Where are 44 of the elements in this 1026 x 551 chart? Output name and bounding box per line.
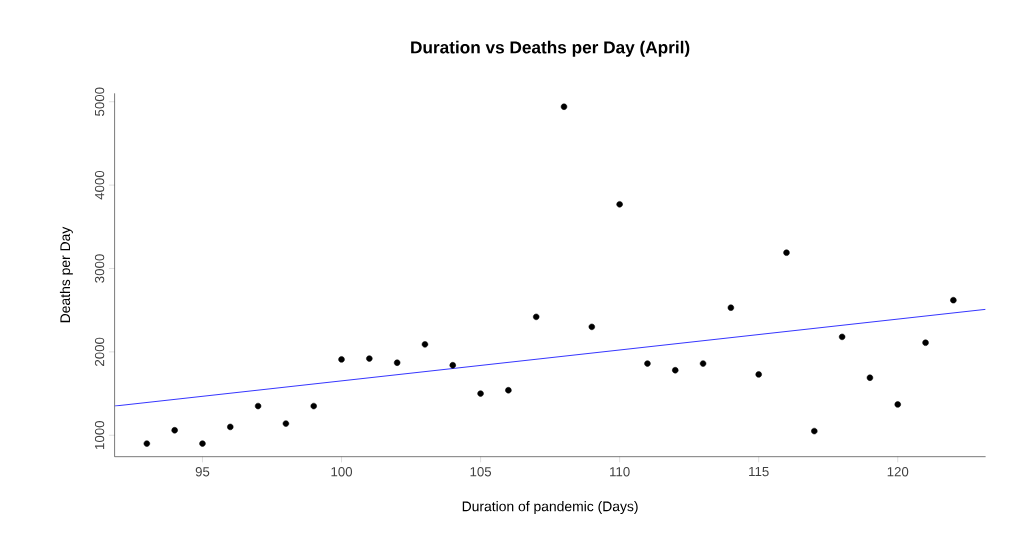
point — [227, 423, 234, 431]
x-tick-label: 120 — [887, 467, 909, 477]
point — [143, 440, 151, 447]
x-tick-label: 110 — [610, 467, 630, 477]
point — [783, 249, 790, 256]
y-tick-label: 2000 — [94, 337, 105, 366]
point — [727, 304, 735, 311]
y-tick-label: 4000 — [94, 170, 105, 200]
x-axis-title: Duration of pandemic (Days) — [462, 501, 638, 515]
point — [894, 401, 901, 408]
x-tick-label: 100 — [331, 467, 353, 477]
point — [699, 360, 707, 367]
point — [672, 367, 679, 374]
point — [199, 440, 206, 447]
point — [338, 356, 345, 363]
point — [366, 355, 373, 362]
point — [533, 313, 540, 321]
point — [393, 359, 401, 366]
point — [755, 371, 762, 378]
point — [449, 362, 456, 369]
point — [171, 427, 178, 434]
point — [505, 387, 512, 394]
y-tick-label: 1000 — [94, 421, 105, 449]
point — [477, 390, 484, 397]
point — [560, 103, 568, 110]
point — [254, 402, 262, 410]
chart-title: Duration vs Deaths per Day (April) — [411, 40, 690, 57]
point — [588, 323, 595, 331]
x-tick-label: 95 — [195, 467, 210, 477]
point — [811, 427, 818, 435]
x-tick-label: 115 — [749, 467, 769, 477]
point — [421, 341, 429, 348]
point — [922, 339, 929, 346]
point — [282, 420, 290, 427]
point — [950, 297, 957, 304]
point — [310, 402, 317, 410]
y-tick-label: 5000 — [94, 87, 105, 116]
point — [866, 374, 874, 381]
point — [616, 201, 623, 208]
point — [644, 360, 651, 367]
y-tick-label: 3000 — [94, 254, 105, 283]
y-axis-title: Deaths per Day — [59, 226, 73, 323]
x-tick-label: 105 — [470, 467, 492, 477]
point — [838, 333, 846, 341]
